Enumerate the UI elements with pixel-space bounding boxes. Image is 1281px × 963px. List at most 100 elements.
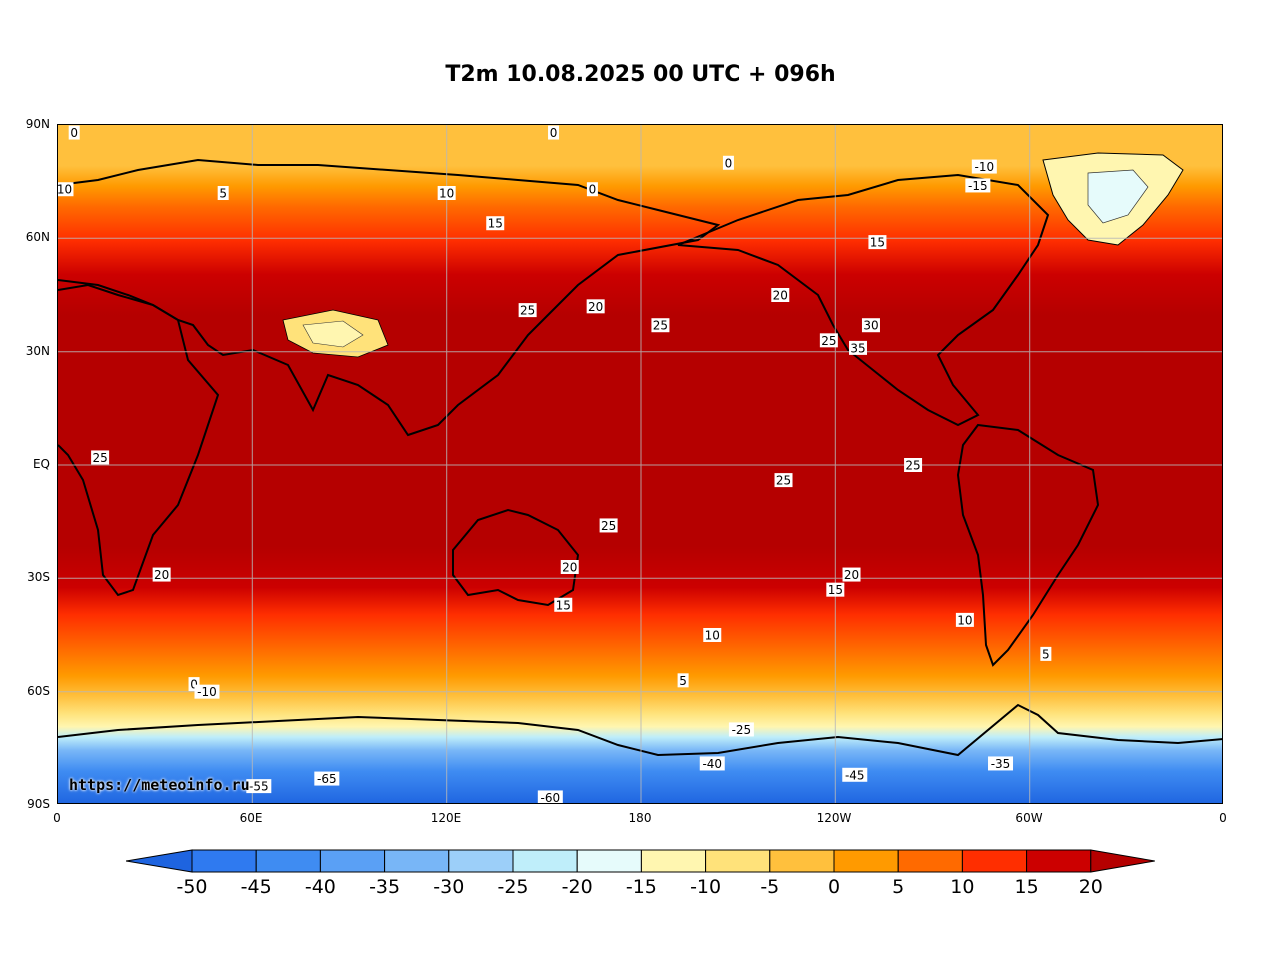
contour-label-text: 25 (653, 319, 668, 333)
contour-label-text: 0 (725, 156, 733, 170)
coastlines (58, 158, 1222, 757)
contour-label-text: -60 (541, 791, 561, 804)
colorbar-segment (640, 849, 707, 873)
contour-label-text: -55 (249, 780, 269, 794)
contour-label-text: 10 (705, 629, 720, 643)
contour-label: 15 (486, 216, 505, 231)
contour-label-text: 20 (588, 300, 603, 314)
contour-label-text: 25 (905, 459, 920, 473)
colorbar-tick-label: 15 (1014, 876, 1039, 898)
contour-label: 0 (586, 182, 598, 197)
colorbar-tick-label: -35 (369, 876, 401, 898)
contour-label-text: -40 (702, 757, 722, 771)
contour-label: 0 (68, 125, 80, 140)
contour-labels: 0 010 5 10 00 -10-151515202025253530252525252… (58, 125, 1052, 804)
eurasia-coastline (58, 158, 721, 437)
contour-label: 20 (771, 288, 790, 303)
contour-label: 10 (437, 186, 456, 201)
contour-label: 10 (58, 182, 74, 197)
colorbar-tick-label: 20 (1078, 876, 1103, 898)
lon-label-60w: 60W (1015, 811, 1043, 825)
contour-label: 25 (91, 450, 110, 465)
tibet-core (302, 320, 364, 348)
contour-label: 10 (955, 612, 974, 627)
colorbar-segment (319, 849, 386, 873)
contour-label-text: 5 (219, 187, 227, 201)
contour-label-text: 25 (821, 334, 836, 348)
contour-label: 5 (217, 186, 229, 201)
contour-label: 15 (826, 582, 845, 597)
contour-label-text: 20 (154, 568, 169, 582)
contour-label-text: 25 (520, 304, 535, 318)
contour-label-text: -25 (732, 723, 752, 737)
contour-label-text: -65 (317, 772, 337, 786)
colorbar-tick-label: -50 (176, 876, 208, 898)
contour-label: 10 (703, 628, 722, 643)
contour-label: -15 (965, 178, 991, 193)
contour-label-text: 15 (488, 217, 503, 231)
contour-label: 20 (842, 567, 861, 582)
colorbar-tick-label: -20 (561, 876, 593, 898)
colorbar-segment (255, 849, 321, 873)
lon-label-120w: 120W (816, 811, 852, 825)
colorbar-segment (448, 849, 514, 873)
lat-label-30s: 30S (27, 570, 50, 584)
contour-label: 20 (586, 299, 605, 314)
colorbar-segment (961, 849, 1028, 873)
colorbar-segment (1026, 849, 1092, 873)
contour-label-text: 20 (844, 568, 859, 582)
colorbar (126, 849, 1155, 873)
contour-label: -65 (314, 771, 340, 786)
north-america-coastline (677, 173, 1050, 427)
graticule (58, 125, 1222, 803)
contour-label-text: 5 (1042, 647, 1050, 661)
contour-label-text: 20 (773, 289, 788, 303)
contour-label: 15 (554, 597, 573, 612)
contour-label-text: 0 (589, 183, 597, 197)
contour-label: 0 (548, 125, 560, 140)
contour-label: 25 (904, 458, 923, 473)
contour-label: -40 (699, 756, 725, 771)
contour-label-text: -10 (975, 160, 995, 174)
lon-label-180: 180 (628, 811, 652, 825)
colorbar-segment (769, 849, 835, 873)
contour-label-text: 0 (190, 678, 198, 692)
contour-label-text: 15 (870, 236, 885, 250)
contour-label: 30 (861, 318, 880, 333)
contour-label: 20 (560, 560, 579, 575)
contour-label: 25 (819, 333, 838, 348)
contour-label-text: 25 (601, 519, 616, 533)
greenland-core (1087, 169, 1149, 224)
temperature-map: 0 0 10 5 10 0 0 -10 -15 15 15 20 20 25 25 35 30 25 25 25 25 2… (57, 124, 1223, 804)
contour-label: -55 (246, 779, 272, 794)
colorbar-segment (576, 849, 642, 873)
colorbar-tick-label: 10 (950, 876, 975, 898)
colorbar-tick-label: -30 (433, 876, 465, 898)
lat-label-60n: 60N (25, 230, 50, 244)
contour-label: 35 (849, 340, 868, 355)
contour-label-text: 25 (92, 451, 107, 465)
contour-label-text: 25 (776, 474, 791, 488)
colorbar-tick-label: -40 (304, 876, 336, 898)
contour-label-text: 0 (70, 126, 78, 140)
contour-label: -35 (988, 756, 1014, 771)
colorbar-segment (833, 849, 899, 873)
lat-label-60s: 60S (27, 684, 50, 698)
temperature-field: 0 010 5 10 00 -10-151515202025253530252525252… (58, 125, 1222, 804)
colorbar-segment (705, 849, 771, 873)
contour-label-text: -10 (197, 685, 217, 699)
australia-coastline (452, 508, 580, 607)
contour-label: 25 (774, 473, 793, 488)
lon-label-60e: 60E (239, 811, 263, 825)
lat-label-90s: 90S (27, 797, 50, 811)
colorbar-tick-label: -45 (240, 876, 272, 898)
contour-label-text: 30 (863, 319, 878, 333)
lat-label-eq: EQ (32, 457, 50, 471)
contour-label-text: 35 (850, 341, 865, 355)
colorbar-extend-max (1090, 849, 1155, 873)
colorbar-segment (512, 849, 578, 873)
colorbar-segment (897, 849, 963, 873)
contour-label: -45 (842, 767, 868, 782)
contour-label-text: 15 (556, 598, 571, 612)
contour-label: -60 (537, 790, 563, 804)
